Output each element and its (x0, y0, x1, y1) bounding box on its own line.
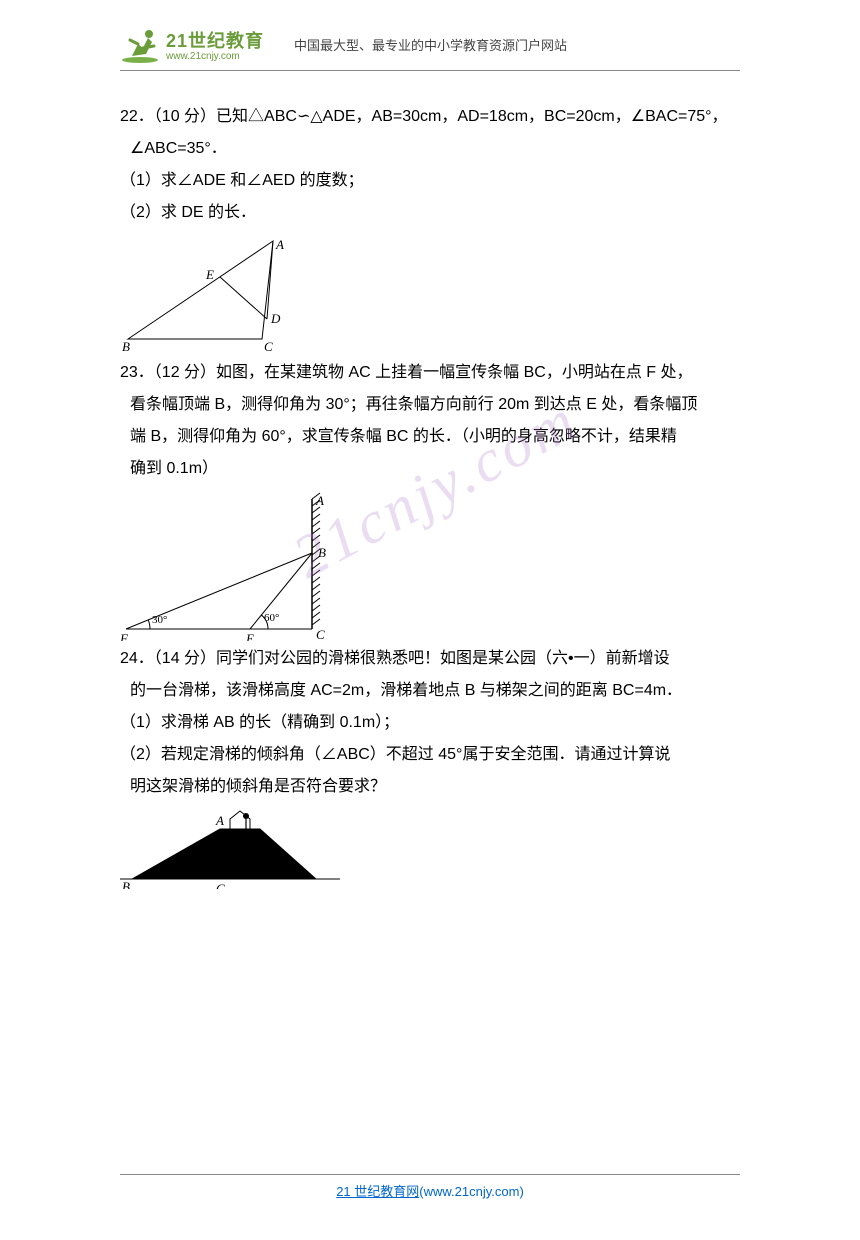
page-footer: 21 世纪教育网(www.21cnjy.com) (0, 1174, 860, 1200)
svg-text:30°: 30° (152, 614, 167, 626)
q23-line2: 看条幅顶端 B，测得仰角为 30°；再往条幅方向前行 20m 到达点 E 处，看… (120, 389, 740, 421)
page-header: 21世纪教育 www.21cnjy.com 中国最大型、最专业的中小学教育资源门… (120, 24, 740, 71)
q24-sub1: （1）求滑梯 AB 的长（精确到 0.1m）； (120, 707, 740, 739)
q24-sub3: 明这架滑梯的倾斜角是否符合要求？ (120, 771, 740, 803)
svg-text:A: A (275, 237, 284, 252)
svg-text:E: E (205, 267, 214, 282)
svg-text:F: F (120, 631, 129, 641)
q24-line2: 的一台滑梯，该滑梯高度 AC=2m，滑梯着地点 B 与梯架之间的距离 BC=4m… (120, 675, 740, 707)
q23-line1: 23．（12 分）如图，在某建筑物 AC 上挂着一幅宣传条幅 BC，小明站在点 … (120, 357, 740, 389)
q22-figure: A E DC B (120, 235, 740, 355)
svg-text:C: C (216, 881, 225, 889)
svg-text:A: A (215, 813, 224, 828)
footer-url[interactable]: (www.21cnjy.com) (419, 1184, 524, 1199)
q22-line2: ∠ABC=35°． (120, 133, 740, 165)
logo-text-cn: 21世纪教育 (166, 31, 264, 51)
footer-prefix: 21 世纪教育网 (336, 1184, 419, 1199)
q22-svg: A E DC B (120, 235, 300, 355)
q23-figure: 30° 60° A B C E F (120, 491, 740, 641)
svg-text:E: E (245, 631, 254, 641)
logo-text-url: www.21cnjy.com (166, 51, 264, 62)
header-tagline: 中国最大型、最专业的中小学教育资源门户网站 (294, 35, 567, 54)
q24-sub2: （2）若规定滑梯的倾斜角（∠ABC）不超过 45°属于安全范围．请通过计算说 (120, 739, 740, 771)
q23-line4: 确到 0.1m） (120, 453, 740, 485)
q23-svg: 30° 60° A B C E F (120, 491, 340, 641)
runner-icon (120, 24, 164, 64)
q22-line1: 22．（10 分）已知△ABC∽△ADE，AB=30cm，AD=18cm，BC=… (120, 101, 740, 133)
svg-text:A: A (315, 493, 324, 508)
page-body: 22．（10 分）已知△ABC∽△ADE，AB=30cm，AD=18cm，BC=… (0, 71, 860, 889)
svg-text:B: B (122, 879, 130, 889)
svg-text:C: C (316, 627, 325, 641)
logo-block: 21世纪教育 www.21cnjy.com (120, 24, 264, 64)
q22-sub1: （1）求∠ADE 和∠AED 的度数； (120, 165, 740, 197)
svg-text:B: B (122, 339, 130, 354)
q24-line1: 24．（14 分）同学们对公园的滑梯很熟悉吧！如图是某公园（六•一）前新增设 (120, 643, 740, 675)
svg-text:C: C (264, 339, 273, 354)
q22-sub2: （2）求 DE 的长． (120, 197, 740, 229)
q24-figure: A B C (120, 809, 740, 889)
q23-line3: 端 B，测得仰角为 60°，求宣传条幅 BC 的长．（小明的身高忽略不计，结果精 (120, 421, 740, 453)
svg-text:D: D (270, 311, 281, 326)
svg-text:60°: 60° (264, 612, 279, 624)
svg-text:B: B (318, 545, 326, 560)
q24-svg: A B C (120, 809, 340, 889)
